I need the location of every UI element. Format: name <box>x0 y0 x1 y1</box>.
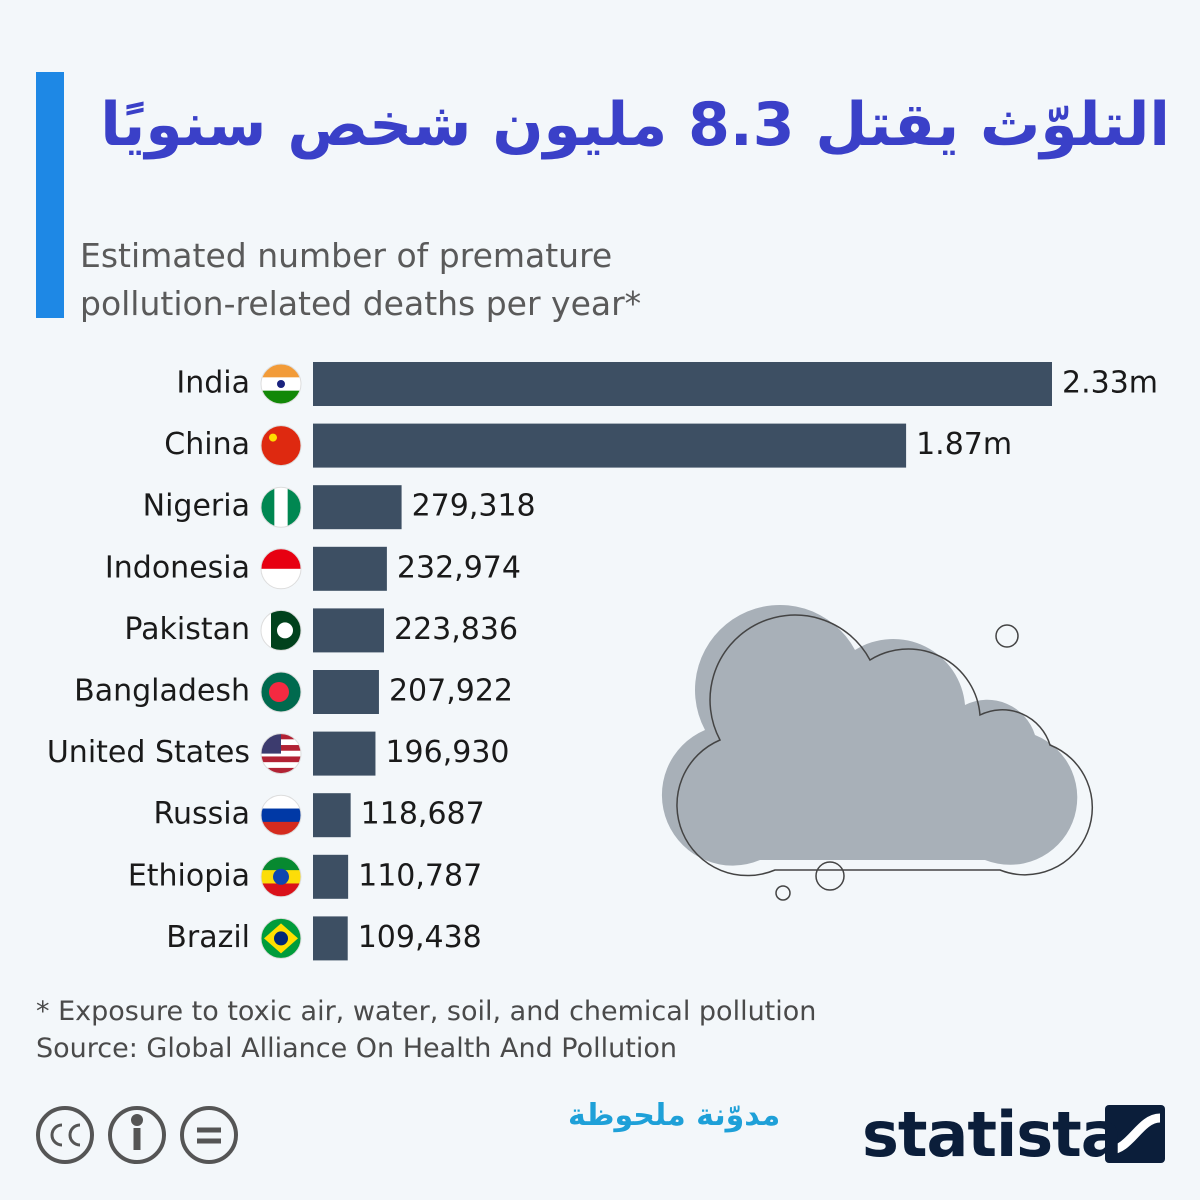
source: Source: Global Alliance On Health And Po… <box>36 1033 677 1064</box>
bar <box>313 608 384 653</box>
bar <box>313 362 1052 406</box>
flag-border <box>260 486 302 528</box>
flag-stripe <box>261 610 272 651</box>
flag-border <box>260 733 302 775</box>
flag-stripe <box>261 795 301 810</box>
bar <box>313 916 348 961</box>
flag-border <box>260 548 302 590</box>
flag <box>261 856 301 897</box>
value-label: 232,974 <box>397 550 521 585</box>
category-label: China <box>164 427 250 462</box>
flag-emblem <box>277 380 285 388</box>
flag <box>261 364 301 404</box>
category-label: Ethiopia <box>128 858 250 893</box>
flag <box>261 733 301 774</box>
category-label: Nigeria <box>143 489 250 524</box>
flag-stripe <box>261 821 301 836</box>
category-label: Brazil <box>166 920 250 955</box>
flag-stripe <box>271 610 282 651</box>
statista-icon <box>1105 1105 1165 1163</box>
category-label: India <box>176 366 250 401</box>
flag-stripe <box>261 425 301 466</box>
footnote: * Exposure to toxic air, water, soil, an… <box>36 996 817 1027</box>
flag-border <box>260 425 302 467</box>
value-label: 2.33m <box>1062 366 1158 401</box>
value-label: 109,438 <box>358 920 482 955</box>
flag-stripe <box>261 883 301 897</box>
flag-stripe <box>261 364 301 378</box>
flag-emblem <box>273 868 289 885</box>
flag-stripe <box>291 610 301 651</box>
flag-emblem <box>277 622 293 639</box>
flag <box>261 918 301 959</box>
bar <box>313 793 351 838</box>
flag-stripe <box>261 548 301 570</box>
value-label: 110,787 <box>358 858 482 893</box>
value-label: 279,318 <box>412 489 536 524</box>
value-label: 118,687 <box>361 797 485 832</box>
flag <box>261 425 301 466</box>
flag-stripe <box>287 487 301 528</box>
flag <box>261 487 301 528</box>
logo: statista <box>862 1098 1123 1171</box>
category-label: Indonesia <box>105 550 250 585</box>
license-icons <box>36 1106 238 1164</box>
flag-emblem <box>269 433 277 442</box>
flag <box>261 795 301 836</box>
flag-stripe <box>261 750 301 757</box>
title: التلوّث يقتل 8.3 مليون شخص سنويًا <box>100 90 1170 160</box>
flag-border <box>260 856 302 898</box>
bar <box>313 670 379 714</box>
subtitle: Estimated number of premature pollution-… <box>80 236 642 323</box>
category-label: Bangladesh <box>74 674 250 709</box>
cloud <box>661 605 1094 901</box>
flag-stripe <box>274 487 289 528</box>
flag-stripe <box>261 856 301 871</box>
watermark: مدوّنة ملحوظة <box>568 1098 781 1133</box>
flag-stripe <box>261 756 301 763</box>
flag-border <box>260 917 302 959</box>
flag-stripe <box>261 568 301 589</box>
flag <box>261 610 301 651</box>
flag <box>261 548 301 589</box>
flag <box>261 672 301 712</box>
flag-stripe <box>261 390 301 404</box>
flag-border <box>260 671 302 713</box>
bar <box>313 731 376 776</box>
flag-border <box>260 609 302 651</box>
flag-emblem <box>274 931 288 946</box>
value-label: 1.87m <box>916 427 1012 462</box>
category-label: Pakistan <box>124 612 250 647</box>
category-label: United States <box>47 735 250 770</box>
value-label: 196,930 <box>385 735 509 770</box>
accent-bar <box>36 72 64 318</box>
value-label: 223,836 <box>394 612 518 647</box>
bar <box>313 854 349 899</box>
bar <box>313 485 402 530</box>
flag-stripe <box>261 767 301 774</box>
flag-emblem <box>269 682 289 702</box>
flag-stripe <box>261 808 301 823</box>
value-label: 207,922 <box>389 674 513 709</box>
bar <box>313 423 907 468</box>
flag-border <box>260 363 302 405</box>
category-label: Russia <box>154 797 251 832</box>
bar <box>313 546 387 591</box>
flag-stripe <box>261 762 301 769</box>
flag-border <box>260 794 302 836</box>
flag-stripe <box>261 487 275 528</box>
